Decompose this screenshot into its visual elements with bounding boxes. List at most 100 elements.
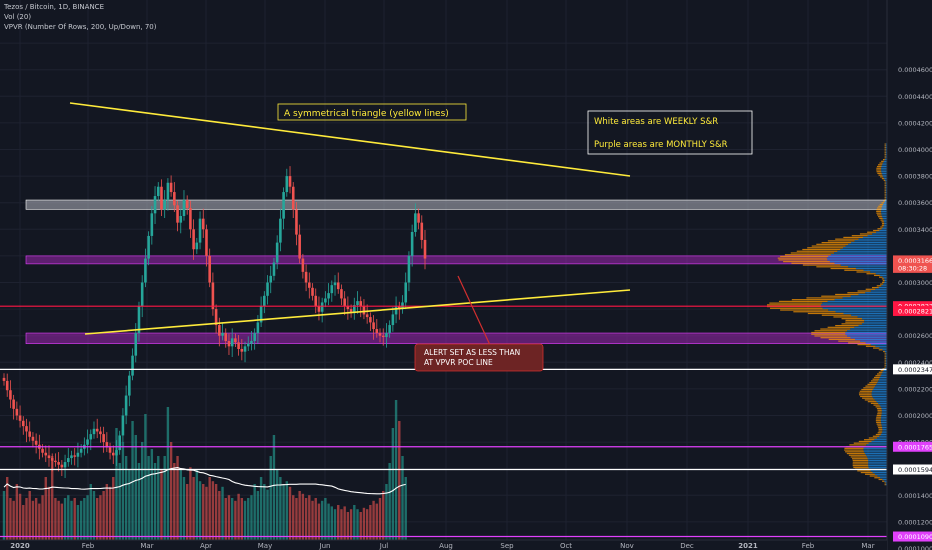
- volume-indicator-label[interactable]: Vol (20): [4, 13, 32, 21]
- vpvr-down-row: [878, 205, 883, 207]
- vpvr-up-row: [880, 433, 887, 436]
- vpvr-down-row: [844, 269, 864, 271]
- candle-body: [79, 448, 83, 453]
- vpvr-up-row: [864, 319, 887, 322]
- vpvr-up-row: [828, 255, 887, 258]
- vpvr-up-row: [879, 378, 887, 380]
- vpvr-up-row: [863, 447, 887, 449]
- volume-bar: [343, 506, 346, 540]
- price-tick-label: 0.0004400: [898, 93, 932, 101]
- volume-bar: [157, 456, 160, 540]
- volume-bar: [279, 477, 282, 540]
- vpvr-down-row: [865, 288, 876, 290]
- candle-body: [86, 439, 89, 445]
- vpvr-down-row: [884, 152, 886, 154]
- vpvr-up-row: [862, 236, 887, 239]
- vpvr-down-row: [884, 146, 886, 149]
- candle-body: [195, 242, 199, 250]
- vpvr-up-row: [885, 193, 887, 195]
- volume-bar: [362, 507, 366, 540]
- vpvr-up-row: [885, 364, 887, 366]
- volume-bar: [102, 491, 105, 540]
- price-badge: [893, 464, 932, 475]
- volume-bar: [375, 503, 378, 540]
- vpvr-up-row: [880, 418, 887, 420]
- volume-bar: [308, 495, 311, 540]
- candle-body: [169, 182, 173, 193]
- vpvr-up-row: [881, 167, 887, 169]
- candle-body: [391, 314, 395, 326]
- price-badge-label: 0.0001594: [898, 466, 932, 474]
- vpvr-up-row: [881, 373, 887, 375]
- vpvr-down-row: [869, 475, 878, 477]
- vpvr-down-row: [844, 447, 864, 449]
- vpvr-down-row: [852, 465, 869, 467]
- volume-bar: [320, 500, 324, 540]
- upper-trendline[interactable]: [69, 102, 631, 177]
- vpvr-down-row: [865, 345, 876, 347]
- vpvr-up-row: [877, 437, 887, 439]
- candle-body: [115, 450, 118, 456]
- vpvr-up-row: [874, 399, 887, 401]
- vpvr-up-row: [885, 354, 887, 356]
- vpvr-up-row: [876, 383, 887, 385]
- vpvr-profile: [767, 143, 887, 486]
- time-tick-label: Mar: [140, 542, 153, 550]
- alert-annotation-box: [414, 343, 544, 372]
- price-tick-label: 0.0001000: [898, 545, 932, 550]
- vpvr-down-row: [884, 193, 886, 195]
- candle-body: [2, 377, 6, 381]
- vpvr-up-row: [880, 477, 887, 479]
- vpvr-up-row: [884, 280, 887, 282]
- vpvr-down-row: [784, 254, 831, 256]
- vpvr-up-row: [873, 387, 887, 389]
- volume-bar: [327, 503, 330, 540]
- lower-trendline[interactable]: [84, 289, 631, 335]
- volume-bar: [275, 470, 279, 540]
- vpvr-up-row: [885, 179, 887, 181]
- candle-body: [201, 218, 205, 230]
- candle-body: [34, 440, 38, 445]
- volume-bar: [378, 498, 382, 540]
- vpvr-down-row: [841, 318, 862, 320]
- vpvr-up-row: [851, 242, 887, 244]
- symbol-title[interactable]: Tezos / Bitcoin, 1D, BINANCE: [4, 3, 104, 11]
- vpvr-up-row: [882, 478, 887, 481]
- vpvr-down-row: [835, 324, 859, 327]
- price-tick-label: 0.0003800: [898, 173, 932, 181]
- candle-body: [250, 341, 253, 344]
- candle-body: [18, 415, 22, 421]
- vpvr-up-row: [879, 435, 887, 437]
- volume-bar: [185, 484, 189, 540]
- price-tick-label: 0.0002200: [898, 385, 932, 393]
- candle-body: [282, 192, 285, 219]
- vpvr-up-row: [885, 191, 887, 194]
- volume-bar: [285, 481, 289, 540]
- vpvr-down-row: [816, 266, 849, 268]
- candle-body: [269, 275, 273, 283]
- volume-bar: [137, 463, 141, 540]
- vpvr-up-row: [868, 442, 887, 444]
- volume-bar: [256, 491, 260, 540]
- vpvr-down-row: [879, 162, 883, 164]
- vpvr-down-row: [878, 164, 883, 166]
- vpvr-up-row: [885, 357, 887, 360]
- vpvr-up-row: [881, 423, 887, 425]
- candle-body: [102, 434, 105, 443]
- volume-bar: [202, 484, 205, 540]
- vpvr-down-row: [884, 190, 886, 192]
- volume-bar: [160, 470, 163, 540]
- vpvr-indicator-label[interactable]: VPVR (Number Of Rows, 200, Up/Down, 70): [4, 23, 157, 31]
- vpvr-down-row: [852, 461, 869, 463]
- candle-body: [73, 455, 77, 457]
- vpvr-up-row: [867, 458, 887, 460]
- vpvr-up-row: [883, 160, 887, 162]
- vpvr-down-row: [881, 178, 885, 180]
- vpvr-up-row: [884, 281, 887, 283]
- vpvr-up-row: [883, 283, 887, 285]
- vpvr-down-row: [848, 454, 867, 456]
- volume-bar: [34, 498, 38, 540]
- vpvr-up-row: [874, 473, 887, 475]
- vpvr-down-row: [884, 482, 886, 484]
